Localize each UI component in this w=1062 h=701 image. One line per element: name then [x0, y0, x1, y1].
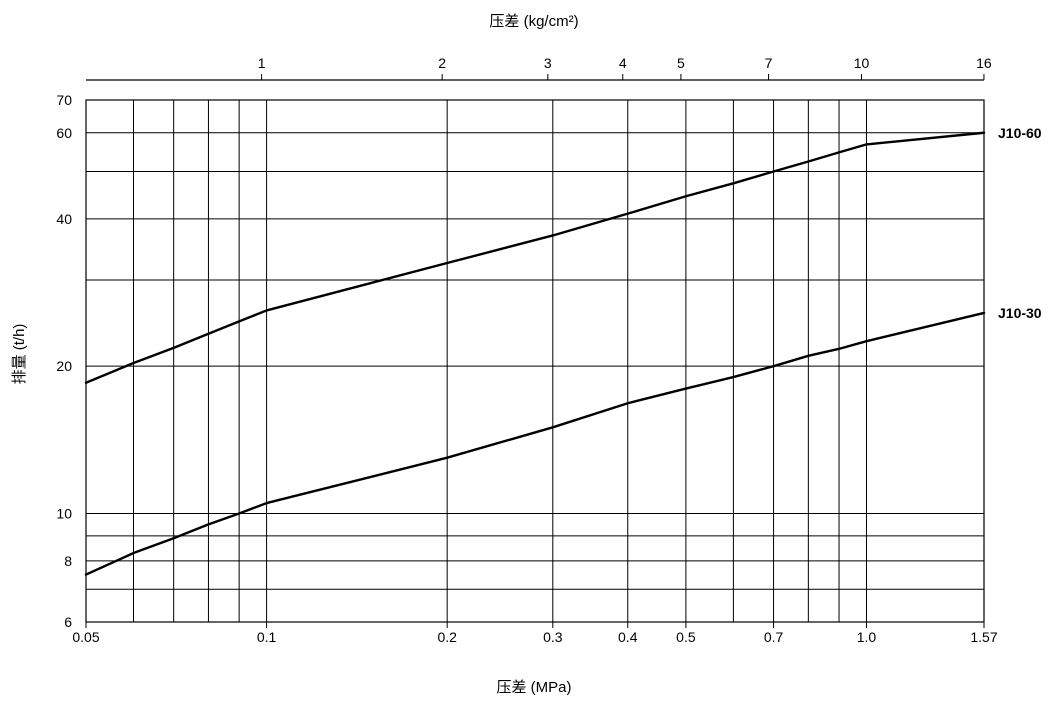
y-tick-label: 20 [56, 358, 72, 374]
x-tick-label: 0.4 [618, 629, 638, 645]
bottom-axis: 0.05 0.1 0.2 0.3 0.4 0.5 0.7 1.0 1.57 [72, 622, 998, 645]
top-tick-label: 5 [677, 55, 685, 71]
y-axis-title: 排量 (t/h) [11, 324, 28, 385]
x-tick-label: 1.0 [857, 629, 877, 645]
top-tick-label: 10 [854, 55, 870, 71]
x-tick-label: 0.5 [676, 629, 696, 645]
grid [86, 100, 984, 622]
series-lines [84, 131, 986, 576]
x-tick-label: 1.57 [970, 629, 997, 645]
y-tick-label: 40 [56, 211, 72, 227]
top-tick-label: 4 [619, 55, 627, 71]
x-tick-label: 0.05 [72, 629, 99, 645]
y-tick-label: 8 [64, 553, 72, 569]
top-tick-label: 16 [976, 55, 992, 71]
top-axis: 0.11234571016 [86, 55, 992, 81]
series-line [84, 131, 986, 384]
top-tick-label: 7 [765, 55, 773, 71]
series-labels: J10-60 J10-30 [998, 125, 1042, 321]
top-tick-label: 2 [438, 55, 446, 71]
series-label: J10-30 [998, 305, 1042, 321]
series-label: J10-60 [998, 125, 1042, 141]
top-tick-label: 3 [544, 55, 552, 71]
top-tick-label: 1 [258, 55, 266, 71]
x-axis-title: 压差 (MPa) [496, 679, 571, 696]
plot-frame [85, 99, 985, 623]
y-tick-label: 6 [64, 614, 72, 630]
left-axis: 6 8 10 20 40 60 70 [56, 92, 72, 630]
x-tick-label: 0.2 [437, 629, 457, 645]
y-tick-label: 60 [56, 125, 72, 141]
y-tick-label: 70 [56, 92, 72, 108]
x-tick-label: 0.1 [257, 629, 277, 645]
series-line [84, 311, 986, 576]
x-tick-label: 0.7 [764, 629, 784, 645]
top-axis-title: 压差 (kg/cm²) [489, 13, 578, 30]
x-tick-label: 0.3 [543, 629, 563, 645]
y-tick-label: 10 [56, 505, 72, 521]
